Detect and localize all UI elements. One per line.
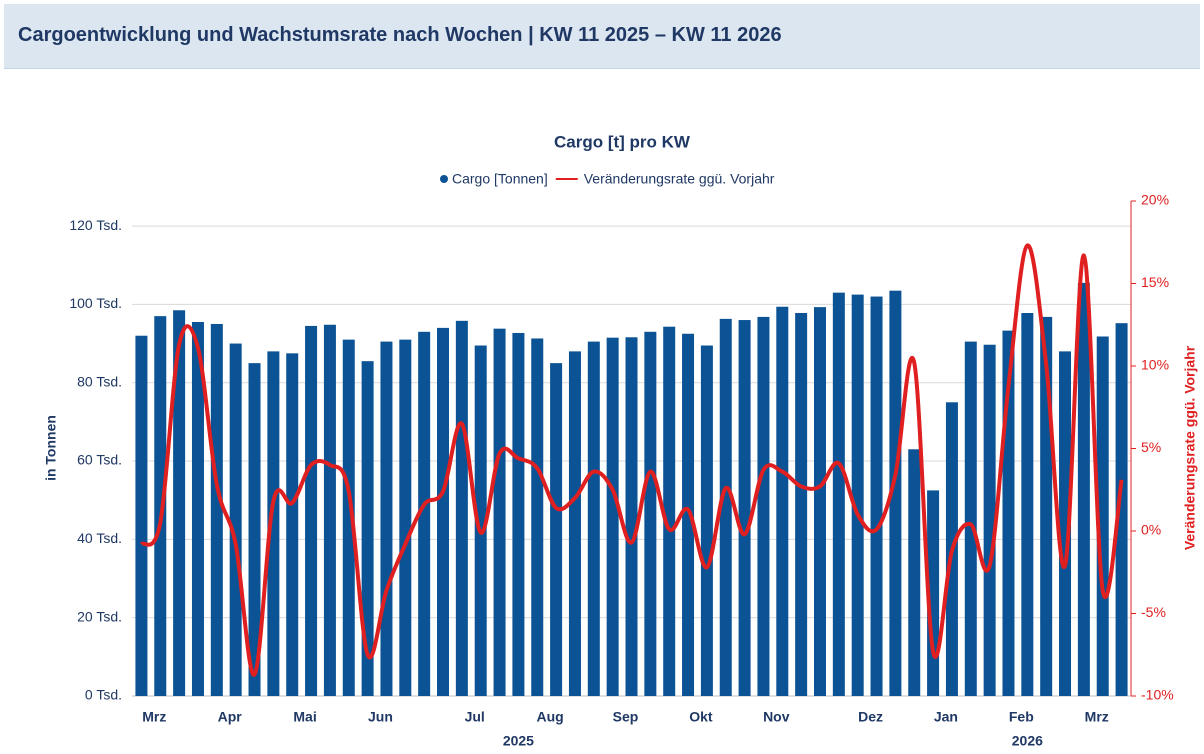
bar xyxy=(286,353,299,696)
bar xyxy=(1077,282,1090,696)
bar xyxy=(173,310,186,696)
x-year-label: 2025 xyxy=(503,733,534,749)
bar xyxy=(474,345,487,696)
x-tick-label: Jul xyxy=(465,709,485,725)
bar xyxy=(135,335,148,696)
y2-tick-label: -10% xyxy=(1141,687,1174,703)
x-tick-label: Nov xyxy=(763,709,790,725)
page-title: Cargoentwicklung und Wachstumsrate nach … xyxy=(18,24,782,46)
bar xyxy=(625,337,638,696)
bar xyxy=(437,327,450,696)
bar xyxy=(832,292,845,696)
x-tick-label: Aug xyxy=(536,709,563,725)
bar xyxy=(550,363,563,696)
y-tick-label: 40 Tsd. xyxy=(77,530,122,546)
bar xyxy=(342,339,355,696)
bar xyxy=(1115,323,1128,696)
rate-line xyxy=(139,243,1124,677)
bar xyxy=(305,325,318,696)
x-tick-label: Sep xyxy=(613,709,639,725)
bar xyxy=(964,341,977,696)
y2-tick-label: 15% xyxy=(1141,274,1169,290)
bar xyxy=(399,339,412,696)
y-axis-label: in Tonnen xyxy=(43,415,59,481)
bar xyxy=(908,449,921,696)
bar xyxy=(644,331,657,696)
bar xyxy=(418,331,431,696)
bar xyxy=(493,328,506,696)
y2-tick-label: 0% xyxy=(1141,522,1161,538)
x-tick-label: Mrz xyxy=(142,709,166,725)
bar xyxy=(870,296,883,696)
bar xyxy=(795,313,808,696)
bar xyxy=(719,318,732,696)
bar xyxy=(682,333,695,696)
x-tick-label: Jun xyxy=(368,709,393,725)
bar xyxy=(927,490,940,696)
bar xyxy=(983,344,996,696)
y-tick-label: 0 Tsd. xyxy=(85,687,122,703)
bar xyxy=(738,320,751,696)
y-tick-label: 100 Tsd. xyxy=(69,295,122,311)
bar xyxy=(248,363,261,696)
bar xyxy=(700,345,713,696)
x-tick-label: Dez xyxy=(858,709,883,725)
bar xyxy=(851,294,864,696)
header: Cargoentwicklung und Wachstumsrate nach … xyxy=(4,4,1200,69)
bar xyxy=(568,351,581,696)
legend-label: Cargo [Tonnen] xyxy=(452,171,548,187)
y-tick-label: 80 Tsd. xyxy=(77,373,122,389)
chart-title: Cargo [t] pro KW xyxy=(554,132,691,151)
y2-tick-label: 20% xyxy=(1141,192,1169,208)
bar xyxy=(512,332,525,696)
bar xyxy=(267,351,280,696)
bar xyxy=(1059,351,1072,696)
legend-swatch xyxy=(440,175,448,183)
x-tick-label: Apr xyxy=(218,709,243,725)
x-tick-label: Okt xyxy=(689,709,713,725)
bar xyxy=(757,316,770,696)
y-tick-label: 20 Tsd. xyxy=(77,608,122,624)
bar xyxy=(380,341,393,696)
bar xyxy=(154,316,167,696)
bar xyxy=(1021,313,1034,696)
x-tick-label: Jan xyxy=(934,709,958,725)
bar xyxy=(191,322,204,696)
bar xyxy=(531,338,544,696)
bar xyxy=(323,324,336,696)
y2-axis-label: Veränderungsrate ggü. Vorjahr xyxy=(1182,345,1198,550)
bar xyxy=(361,361,374,696)
bar xyxy=(229,343,242,696)
y2-tick-label: -5% xyxy=(1141,604,1166,620)
legend-label: Veränderungsrate ggü. Vorjahr xyxy=(584,171,775,187)
bar xyxy=(889,290,902,696)
y-tick-label: 120 Tsd. xyxy=(69,217,122,233)
y2-tick-label: 10% xyxy=(1141,357,1169,373)
bar xyxy=(813,307,826,696)
x-tick-label: Feb xyxy=(1009,709,1034,725)
bar xyxy=(663,326,676,696)
bar xyxy=(1096,336,1109,696)
bar xyxy=(606,337,619,696)
x-tick-label: Mai xyxy=(293,709,316,725)
y2-tick-label: 5% xyxy=(1141,439,1161,455)
x-tick-label: Mrz xyxy=(1085,709,1109,725)
bar xyxy=(776,306,789,696)
bar xyxy=(210,323,223,696)
x-year-label: 2026 xyxy=(1012,733,1043,749)
bar xyxy=(587,341,600,696)
bar xyxy=(455,320,468,696)
y-tick-label: 60 Tsd. xyxy=(77,452,122,468)
